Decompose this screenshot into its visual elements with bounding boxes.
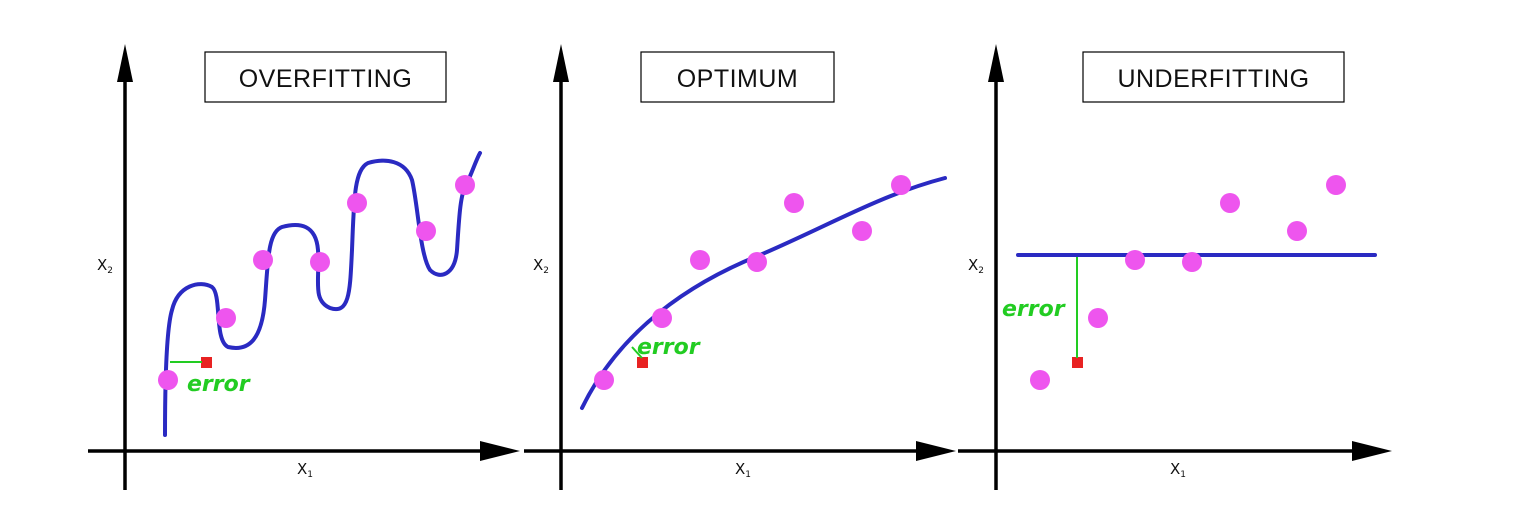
x-axis-arrowhead — [916, 441, 956, 461]
data-point — [1182, 252, 1202, 272]
data-point — [1088, 308, 1108, 328]
x-axis-label: X1 — [735, 460, 751, 480]
panel-optimum: OPTIMUM X2 X1 error — [524, 44, 956, 490]
panel-underfitting: UNDERFITTING X2 X1 error — [958, 44, 1392, 490]
data-point — [158, 370, 178, 390]
data-point — [594, 370, 614, 390]
y-axis-label: X2 — [968, 256, 984, 276]
panel-title: UNDERFITTING — [1117, 65, 1309, 93]
panel-overfitting: OVERFITTING X2 X1 error — [88, 44, 520, 490]
error-label: error — [637, 335, 701, 360]
data-point — [784, 193, 804, 213]
error-label: error — [1002, 297, 1066, 322]
y-axis-label: X2 — [97, 256, 113, 276]
data-point — [690, 250, 710, 270]
data-points — [1030, 175, 1346, 390]
data-points — [158, 175, 475, 390]
overfit-curve — [163, 151, 482, 437]
data-point — [1326, 175, 1346, 195]
test-point — [201, 357, 212, 368]
data-point — [1287, 221, 1307, 241]
data-point — [1220, 193, 1240, 213]
y-axis-arrowhead — [553, 44, 569, 82]
error-line — [631, 346, 643, 359]
panel-title-box — [1082, 51, 1345, 103]
optimum-curve — [580, 176, 947, 410]
x-axis-label: X1 — [297, 460, 313, 480]
data-point — [852, 221, 872, 241]
data-point — [347, 193, 367, 213]
error-label: error — [187, 372, 251, 397]
data-point — [253, 250, 273, 270]
x-axis-arrowhead — [1352, 441, 1392, 461]
data-point — [216, 308, 236, 328]
data-point — [1125, 250, 1145, 270]
data-point — [652, 308, 672, 328]
panel-title-box — [204, 51, 447, 103]
y-axis-label: X2 — [533, 256, 549, 276]
data-point — [891, 175, 911, 195]
data-point — [416, 221, 436, 241]
x-axis-arrowhead — [480, 441, 520, 461]
data-point — [1030, 370, 1050, 390]
data-points — [594, 175, 911, 390]
data-point — [747, 252, 767, 272]
test-point — [637, 357, 648, 368]
panel-title-box — [640, 51, 835, 103]
y-axis-arrowhead — [988, 44, 1004, 82]
test-point — [1072, 357, 1083, 368]
panel-title: OVERFITTING — [239, 65, 413, 93]
y-axis-arrowhead — [117, 44, 133, 82]
data-point — [455, 175, 475, 195]
panel-title: OPTIMUM — [677, 65, 799, 93]
data-point — [310, 252, 330, 272]
x-axis-label: X1 — [1170, 460, 1186, 480]
